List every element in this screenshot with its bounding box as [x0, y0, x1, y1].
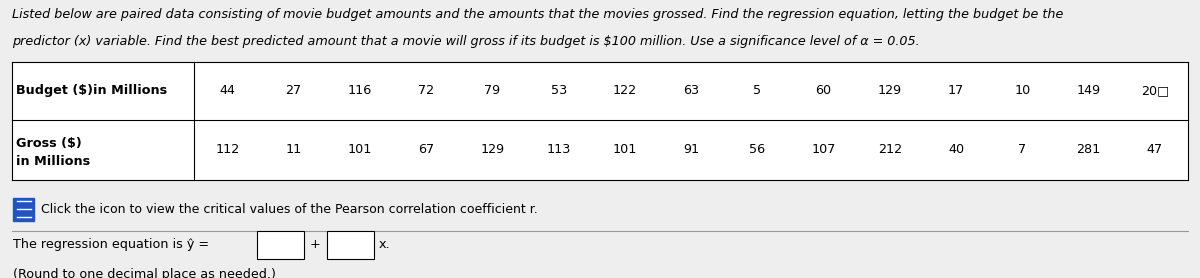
Text: +: +: [310, 239, 320, 251]
Text: The regression equation is ŷ =: The regression equation is ŷ =: [13, 239, 209, 251]
Text: 79: 79: [485, 84, 500, 97]
Text: 17: 17: [948, 84, 965, 97]
Text: 101: 101: [348, 143, 372, 156]
Text: 10: 10: [1014, 84, 1031, 97]
Text: 20□: 20□: [1141, 84, 1169, 97]
Text: 91: 91: [683, 143, 700, 156]
Text: Budget ($)in Millions: Budget ($)in Millions: [16, 84, 167, 97]
Text: 129: 129: [480, 143, 504, 156]
Text: 5: 5: [754, 84, 762, 97]
Text: 112: 112: [215, 143, 240, 156]
Text: 101: 101: [613, 143, 637, 156]
Text: in Millions: in Millions: [16, 155, 90, 168]
Text: 113: 113: [546, 143, 571, 156]
Text: 149: 149: [1076, 84, 1100, 97]
Text: 60: 60: [816, 84, 832, 97]
Text: 116: 116: [348, 84, 372, 97]
Text: 107: 107: [811, 143, 836, 156]
Text: 11: 11: [286, 143, 301, 156]
Text: 67: 67: [418, 143, 434, 156]
Text: 53: 53: [551, 84, 566, 97]
Text: 281: 281: [1076, 143, 1100, 156]
Text: 63: 63: [683, 84, 700, 97]
Text: (Round to one decimal place as needed.): (Round to one decimal place as needed.): [13, 268, 276, 278]
Text: x.: x.: [379, 239, 390, 251]
Text: Gross ($): Gross ($): [16, 137, 82, 150]
Text: predictor (x) variable. Find the best predicted amount that a movie will gross i: predictor (x) variable. Find the best pr…: [12, 35, 919, 48]
Text: Click the icon to view the critical values of the Pearson correlation coefficien: Click the icon to view the critical valu…: [42, 203, 538, 216]
Text: 40: 40: [948, 143, 964, 156]
Text: 122: 122: [613, 84, 637, 97]
Bar: [257, 231, 304, 259]
Bar: [13, 198, 35, 221]
Text: 129: 129: [878, 84, 902, 97]
Text: 7: 7: [1019, 143, 1026, 156]
Text: Listed below are paired data consisting of movie budget amounts and the amounts : Listed below are paired data consisting …: [12, 8, 1063, 21]
Text: 47: 47: [1147, 143, 1163, 156]
Text: 212: 212: [878, 143, 902, 156]
Text: 27: 27: [286, 84, 301, 97]
Text: 44: 44: [220, 84, 235, 97]
Text: 56: 56: [749, 143, 766, 156]
Text: 72: 72: [418, 84, 434, 97]
Bar: [328, 231, 374, 259]
